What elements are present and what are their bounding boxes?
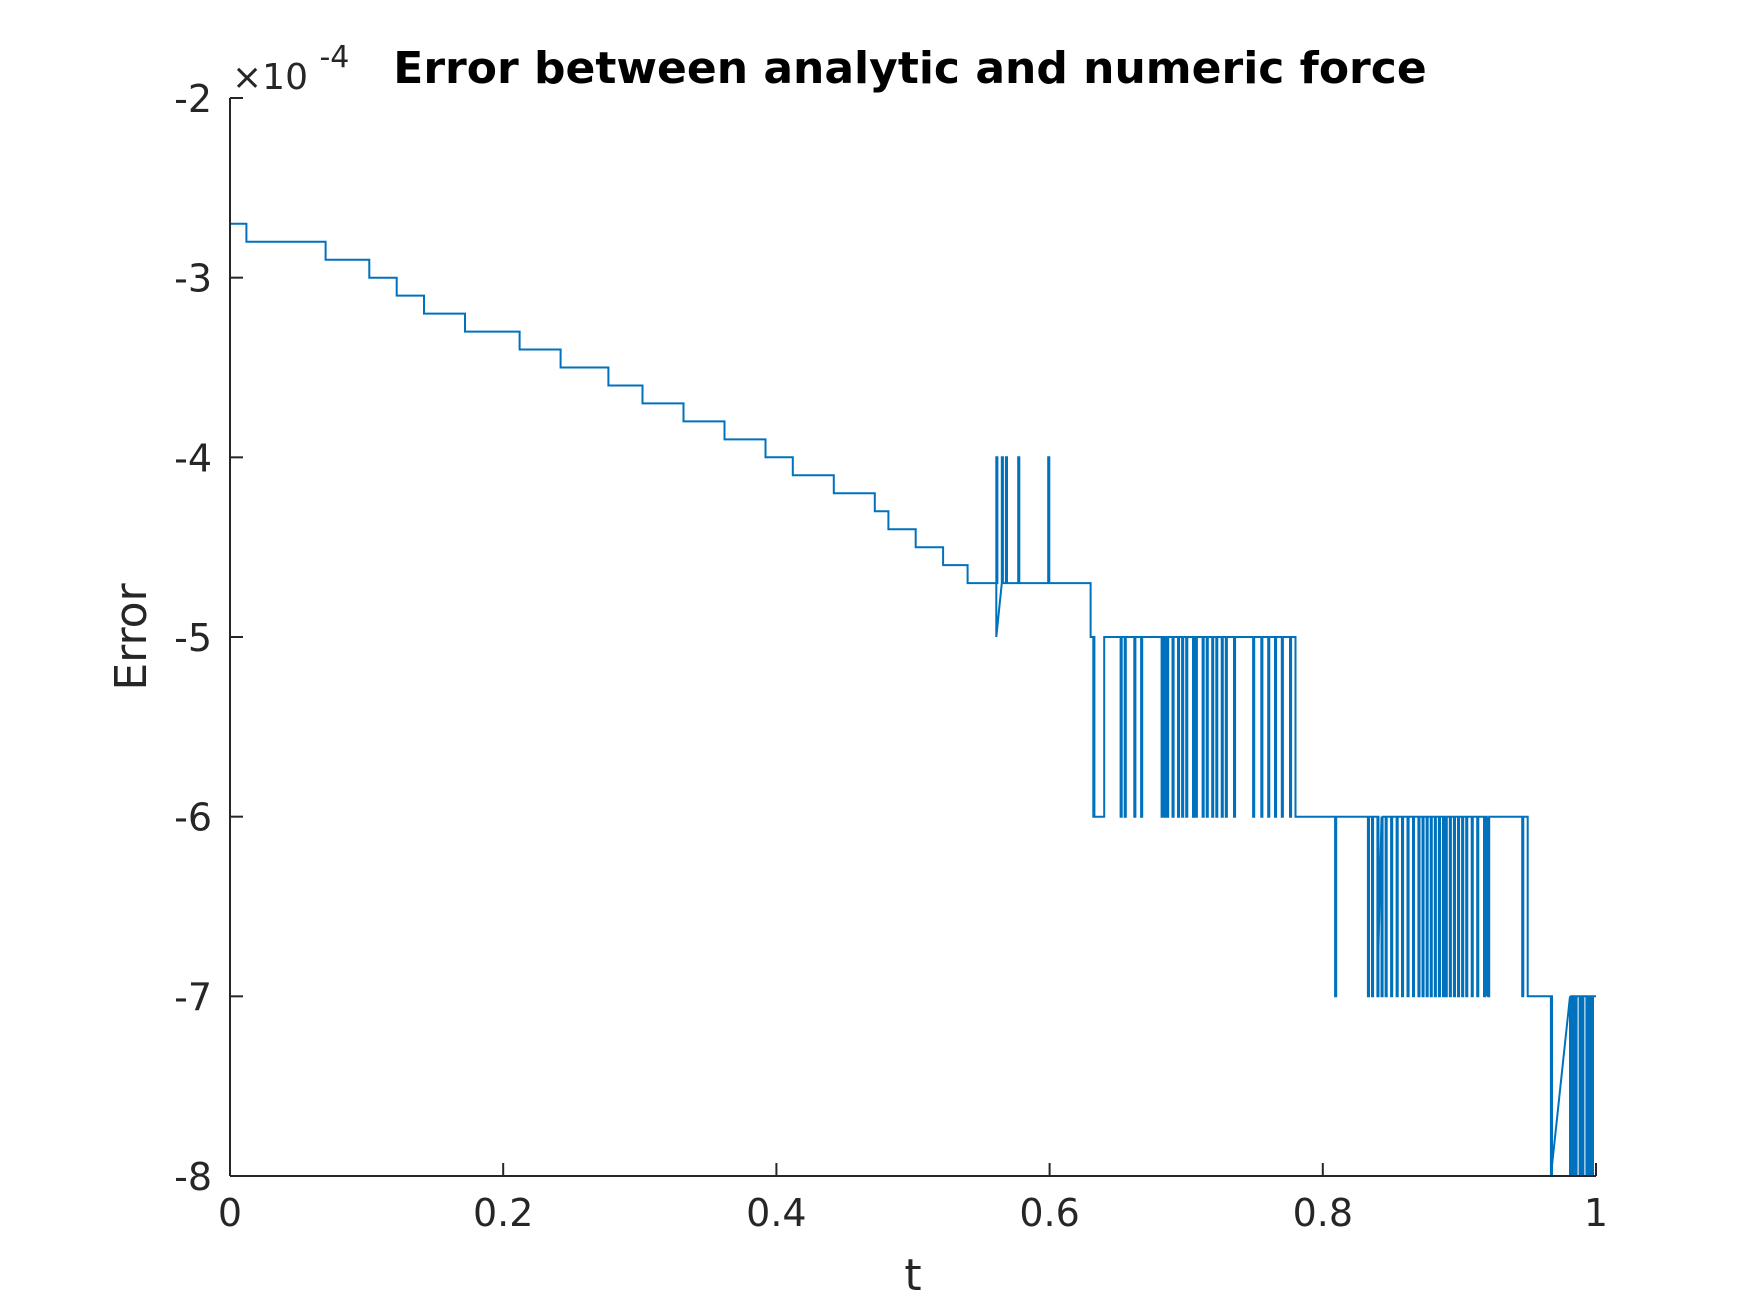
series-line (230, 222, 1596, 1177)
exponent-base: ×10 (232, 57, 308, 98)
x-tick-label: 0 (218, 1191, 242, 1235)
y-tick-label: -4 (174, 436, 212, 480)
y-tick-label: -6 (174, 796, 212, 840)
y-tick-label: -3 (174, 257, 212, 301)
x-tick-label: 1 (1584, 1191, 1608, 1235)
x-tick-label: 0.2 (473, 1191, 533, 1235)
exponent-power: -4 (319, 40, 349, 75)
svg-text:×10 -4: ×10 -4 (232, 40, 349, 98)
x-tick-label: 0.6 (1019, 1191, 1079, 1235)
chart-title: Error between analytic and numeric force (393, 43, 1426, 94)
y-axis-label: Error (106, 582, 157, 690)
y-tick-label: -8 (174, 1155, 212, 1199)
y-tick-label: -2 (174, 77, 212, 121)
x-axis-ticks: 0 0.2 0.4 0.6 0.8 1 (218, 1163, 1608, 1235)
y-tick-label: -5 (174, 616, 212, 660)
x-axis-label: t (904, 1250, 921, 1301)
x-tick-label: 0.4 (746, 1191, 806, 1235)
y-tick-label: -7 (174, 975, 212, 1019)
exponent-label: ×10 -4 (232, 40, 349, 98)
y-axis-ticks: -8 -7 -6 -5 -4 -3 -2 (174, 77, 243, 1199)
x-tick-label: 0.8 (1293, 1191, 1353, 1235)
